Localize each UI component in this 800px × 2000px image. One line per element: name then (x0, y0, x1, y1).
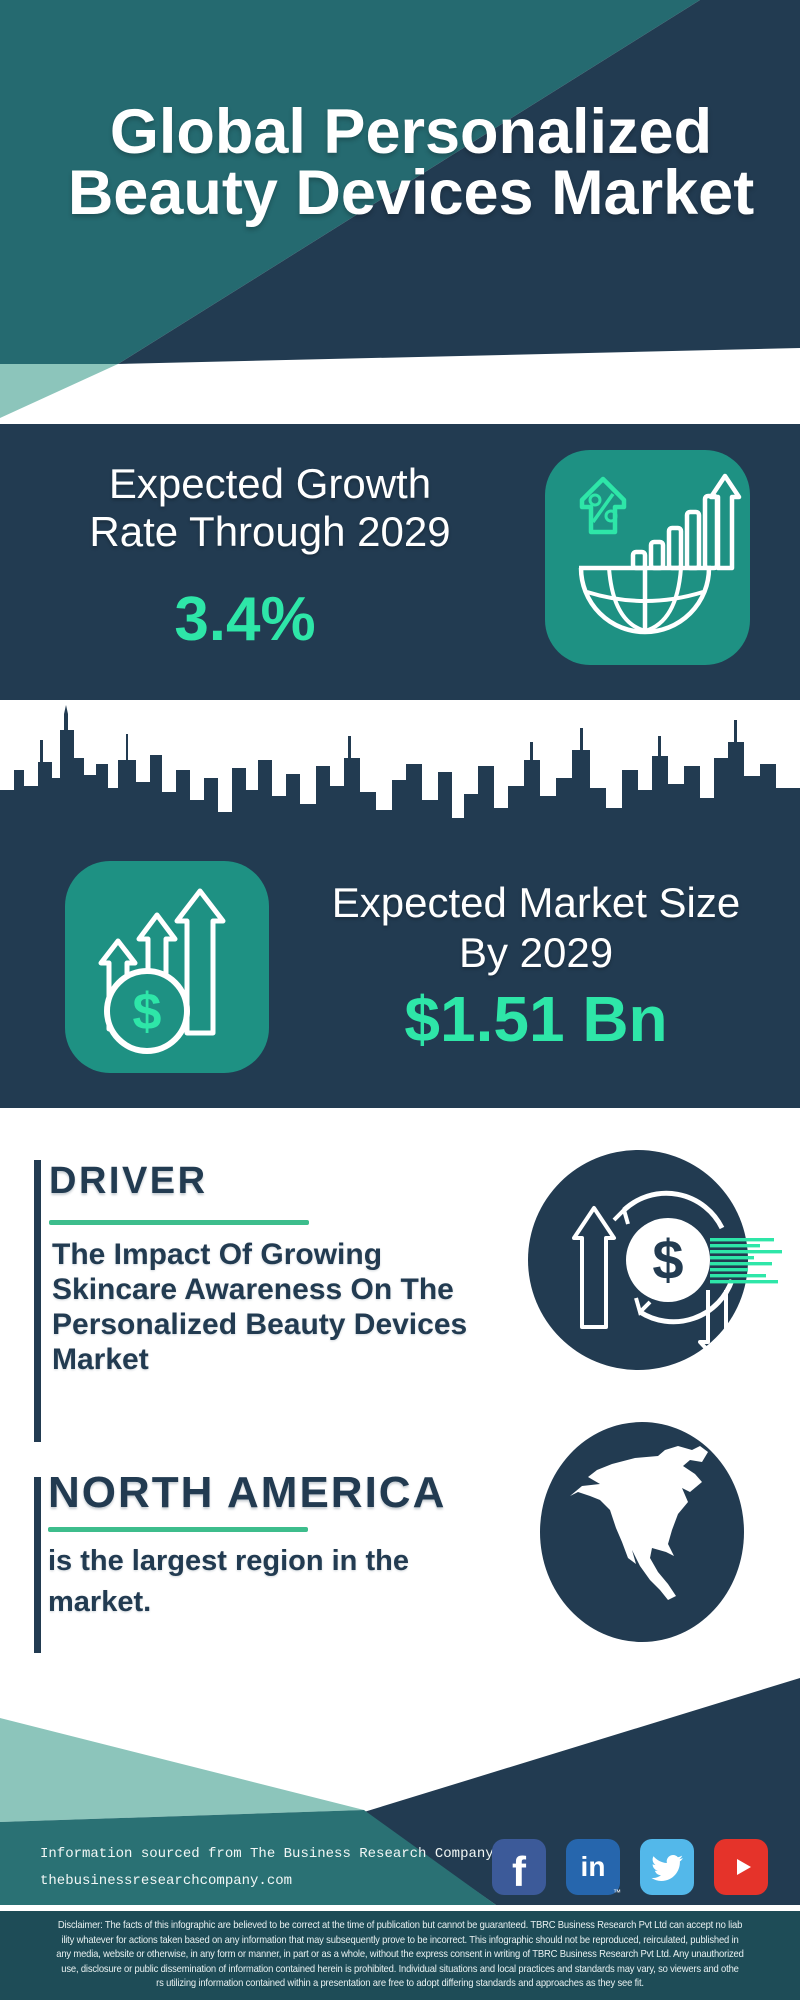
dollar-glyph: $ (652, 1228, 683, 1291)
footer-separator (0, 1905, 800, 1911)
social-links: f in ™ (492, 1839, 768, 1897)
region-label: NORTH AMERICA (48, 1468, 447, 1517)
growth-rate-heading: Expected Growth Rate Through 2029 (55, 460, 485, 556)
market-size-heading: Expected Market Size By 2029 (320, 878, 752, 978)
dollar-glyph: $ (133, 983, 162, 1041)
driver-underline (49, 1220, 309, 1225)
youtube-icon[interactable] (714, 1839, 768, 1895)
north-america-map-icon (540, 1422, 744, 1642)
disclaimer-bar: Disclaimer: The facts of this infographi… (0, 1911, 800, 2000)
driver-text: The Impact Of Growing Skincare Awareness… (52, 1238, 468, 1376)
growth-heading-line1: Expected Growth (108, 460, 432, 507)
region-accent-bar (34, 1477, 41, 1653)
driver-accent-bar (34, 1160, 41, 1442)
region-text: is the largest region in the market. (48, 1545, 409, 1618)
market-size-value: $1.51 Bn (404, 983, 668, 1055)
market-heading-line2: By 2029 (458, 929, 614, 976)
driver-label: DRIVER (49, 1160, 208, 1202)
twitter-icon[interactable] (640, 1839, 694, 1895)
money-flow-icon: $ (518, 1142, 788, 1382)
facebook-icon[interactable]: f (492, 1839, 546, 1895)
page-title: Global Personalized Beauty Devices Marke… (22, 97, 800, 228)
linkedin-trademark: ™ (613, 1888, 621, 1897)
growth-heading-line2: Rate Through 2029 (89, 508, 451, 555)
source-text: Information sourced from The Business Re… (40, 1846, 494, 1862)
linkedin-icon[interactable]: in ™ (566, 1839, 621, 1897)
page-title-line1: Global Personalized (109, 97, 713, 167)
source-url[interactable]: thebusinessresearchcompany.com (40, 1873, 293, 1889)
growth-chart-globe-icon (545, 450, 750, 665)
header-banner: Global Personalized Beauty Devices Marke… (0, 0, 800, 424)
page-title-line2: Beauty Devices Market (67, 158, 755, 228)
region-underline (48, 1527, 308, 1532)
city-skyline (0, 700, 800, 845)
growth-rate-value: 3.4% (174, 585, 316, 654)
rising-arrows-dollar-icon: $ (65, 861, 269, 1073)
market-heading-line1: Expected Market Size (331, 879, 741, 926)
